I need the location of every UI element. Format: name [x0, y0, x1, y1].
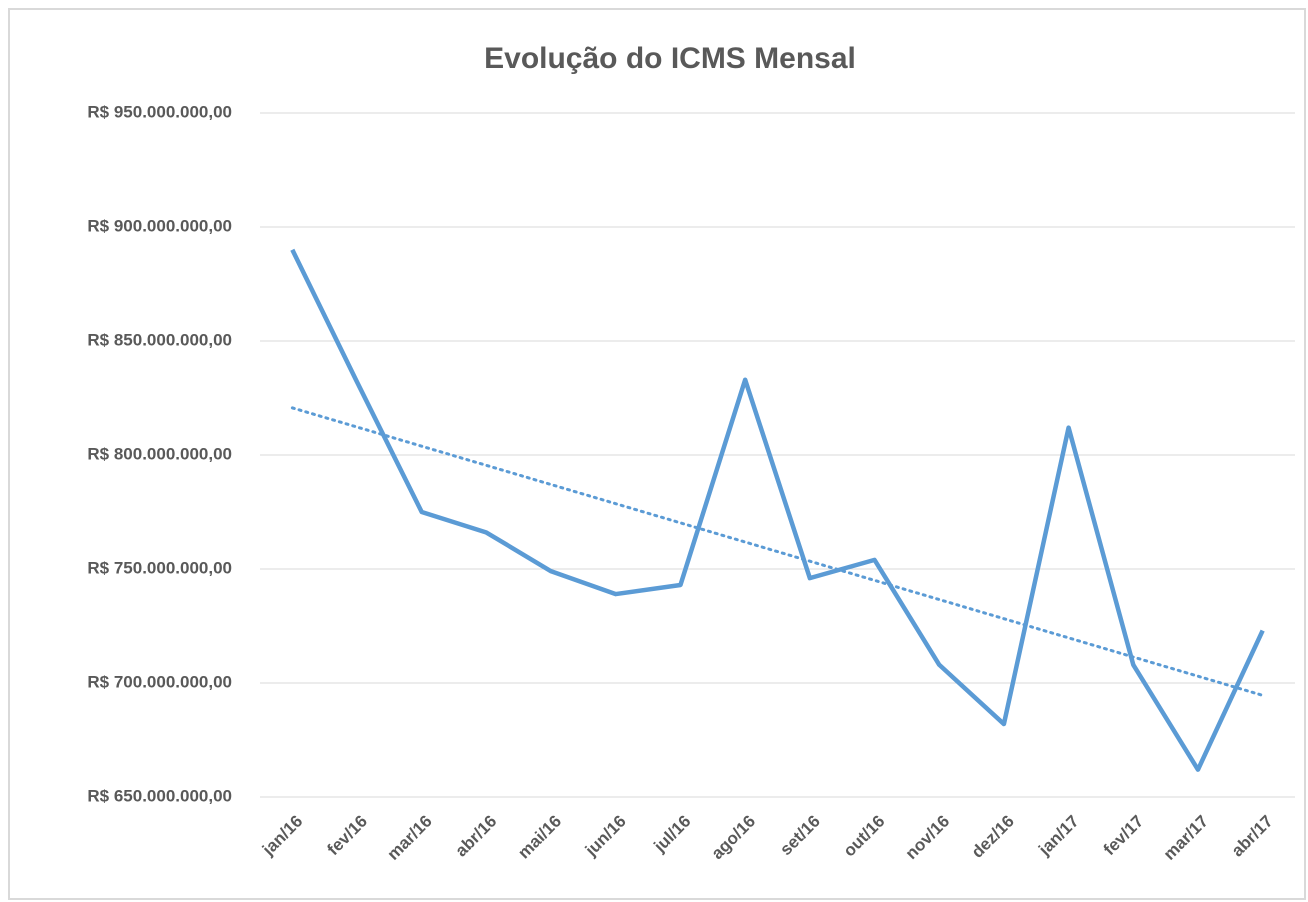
y-tick-label: R$ 650.000.000,00	[87, 786, 232, 805]
trendline	[290, 406, 1265, 697]
data-line	[290, 248, 1265, 772]
chart-frame	[8, 8, 1306, 900]
y-tick-label: R$ 850.000.000,00	[87, 330, 232, 349]
y-tick-label: R$ 800.000.000,00	[87, 444, 232, 463]
y-tick-label: R$ 950.000.000,00	[87, 102, 232, 121]
y-tick-label: R$ 900.000.000,00	[87, 216, 232, 235]
y-tick-label: R$ 750.000.000,00	[87, 558, 232, 577]
chart-title: Evolução do ICMS Mensal	[484, 42, 856, 75]
y-tick-label: R$ 700.000.000,00	[87, 672, 232, 691]
